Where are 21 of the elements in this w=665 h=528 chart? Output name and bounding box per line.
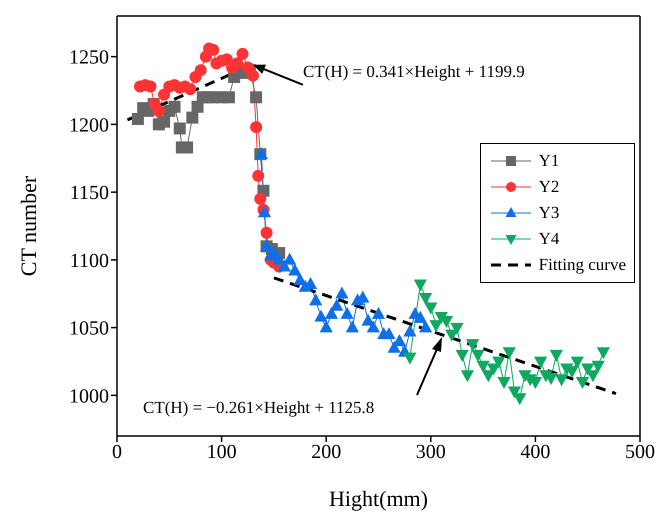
x-axis-title: Hight(mm) xyxy=(329,486,428,511)
y-tick-label: 1250 xyxy=(69,46,109,69)
y-tick-label: 1200 xyxy=(69,114,109,136)
x-tick-label: 200 xyxy=(311,441,342,464)
y-tick-label: 1050 xyxy=(69,318,109,340)
x-tick-label: 100 xyxy=(206,441,237,464)
legend-label: Y1 xyxy=(538,151,560,171)
x-tick-label: 0 xyxy=(112,441,122,464)
legend-label: Y3 xyxy=(538,203,560,223)
legend-label: Fitting curve xyxy=(538,255,626,275)
annotation: CT(H) = −0.261×Height + 1125.8 xyxy=(143,398,374,418)
y-tick-label: 1000 xyxy=(69,385,109,408)
y-tick-label: 1150 xyxy=(70,182,109,204)
y-tick-label: 1100 xyxy=(70,250,109,272)
y-axis-title: CT number xyxy=(16,175,41,276)
x-tick-label: 300 xyxy=(416,441,446,464)
legend-label: Y2 xyxy=(538,177,560,197)
x-tick-label: 400 xyxy=(520,441,550,464)
legend-label: Y4 xyxy=(538,229,560,249)
x-tick-label: 500 xyxy=(625,441,655,464)
annotation: CT(H) = 0.341×Height + 1199.9 xyxy=(302,62,525,81)
